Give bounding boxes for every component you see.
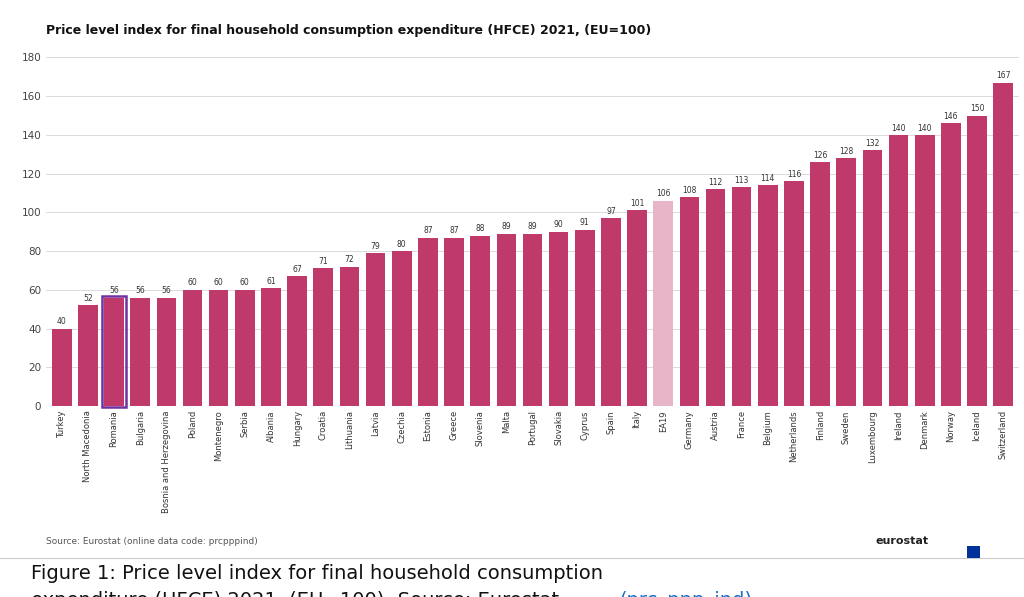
Text: eurostat: eurostat (876, 536, 929, 546)
Bar (993, 82, 1013, 406)
Text: (prc_ppp_ind): (prc_ppp_ind) (620, 591, 753, 597)
Text: 140: 140 (891, 124, 906, 133)
Text: Figure 1: Price level index for final household consumption: Figure 1: Price level index for final ho… (31, 564, 603, 583)
Bar (497, 233, 516, 406)
Text: 71: 71 (318, 257, 328, 266)
Text: 97: 97 (606, 207, 615, 216)
Bar (104, 297, 124, 406)
Bar (628, 210, 647, 406)
Bar (418, 238, 437, 406)
Text: 132: 132 (865, 139, 880, 148)
Bar (182, 290, 203, 406)
Bar (810, 162, 829, 406)
Text: 112: 112 (709, 178, 723, 187)
Bar (522, 233, 543, 406)
Bar (366, 253, 385, 406)
Bar (758, 185, 777, 406)
Bar (941, 123, 961, 406)
Text: Price level index for final household consumption expenditure (HFCE) 2021, (EU=1: Price level index for final household co… (46, 24, 651, 37)
Text: 114: 114 (761, 174, 775, 183)
Text: 72: 72 (345, 256, 354, 264)
Text: 80: 80 (397, 240, 407, 249)
Bar (889, 135, 908, 406)
Bar (968, 116, 987, 406)
Bar (78, 305, 97, 406)
Text: 88: 88 (475, 224, 485, 233)
Text: 140: 140 (918, 124, 932, 133)
Text: expenditure (HFCE) 2021, (EU=100)- Source: Eurostat: expenditure (HFCE) 2021, (EU=100)- Sourc… (31, 591, 565, 597)
Text: Source: Eurostat (online data code: prcpppind): Source: Eurostat (online data code: prcp… (46, 537, 258, 546)
Text: 60: 60 (187, 278, 198, 288)
Bar (574, 230, 595, 406)
Bar (52, 328, 72, 406)
Bar (732, 187, 752, 406)
Text: 167: 167 (996, 71, 1011, 80)
Text: 113: 113 (734, 176, 749, 185)
Bar (601, 218, 621, 406)
Bar (784, 181, 804, 406)
Text: 126: 126 (813, 150, 827, 159)
Bar (914, 135, 935, 406)
Text: 87: 87 (423, 226, 433, 235)
Text: 89: 89 (502, 222, 511, 231)
Bar (392, 251, 412, 406)
Bar (837, 158, 856, 406)
Text: 40: 40 (57, 317, 67, 326)
Text: 108: 108 (682, 186, 696, 195)
Text: 101: 101 (630, 199, 644, 208)
Bar (653, 201, 673, 406)
Text: 91: 91 (580, 219, 590, 227)
Text: 146: 146 (944, 112, 958, 121)
Text: 56: 56 (135, 286, 145, 295)
Text: 150: 150 (970, 104, 984, 113)
Bar (261, 288, 281, 406)
Bar (340, 266, 359, 406)
Text: 79: 79 (371, 242, 381, 251)
Bar (706, 189, 725, 406)
Text: 89: 89 (527, 222, 538, 231)
Text: 60: 60 (240, 278, 250, 288)
Text: 61: 61 (266, 276, 275, 285)
Text: 60: 60 (214, 278, 223, 288)
Text: 116: 116 (786, 170, 801, 179)
Text: 90: 90 (554, 220, 563, 229)
Bar (444, 238, 464, 406)
Bar (549, 232, 568, 406)
Text: 67: 67 (292, 265, 302, 274)
Text: 56: 56 (110, 286, 119, 295)
Bar (313, 269, 333, 406)
Bar (236, 290, 255, 406)
Text: 87: 87 (450, 226, 459, 235)
Bar (680, 197, 699, 406)
Text: 52: 52 (83, 294, 93, 303)
Bar (209, 290, 228, 406)
Bar (470, 236, 490, 406)
Bar (862, 150, 883, 406)
Text: 106: 106 (656, 189, 671, 198)
Bar (130, 297, 151, 406)
Bar (157, 297, 176, 406)
Text: 56: 56 (162, 286, 171, 295)
Bar (288, 276, 307, 406)
Text: 128: 128 (839, 147, 853, 156)
